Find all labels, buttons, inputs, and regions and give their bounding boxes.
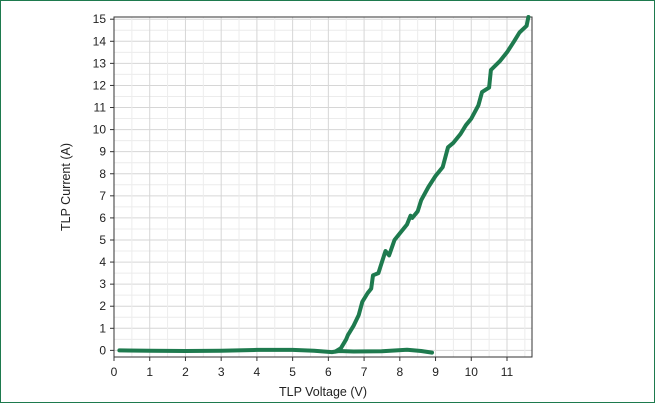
y-tick-label: 10 xyxy=(93,123,107,137)
y-axis-title: TLP Current (A) xyxy=(59,143,73,231)
x-tick-label: 6 xyxy=(325,365,332,379)
y-tick-label: 14 xyxy=(93,34,107,48)
y-tick-label: 15 xyxy=(93,12,107,26)
y-tick-label: 7 xyxy=(99,189,106,203)
series-line-2 xyxy=(333,15,531,354)
y-tick-label: 2 xyxy=(99,299,106,313)
x-tick-label: 8 xyxy=(396,365,403,379)
x-tick-label: 2 xyxy=(182,365,189,379)
x-axis-title: TLP Voltage (V) xyxy=(279,385,367,399)
x-tick-label: 1 xyxy=(146,365,153,379)
grid xyxy=(114,17,532,357)
x-tick-label: 11 xyxy=(501,365,514,379)
x-tick-label: 3 xyxy=(218,365,225,379)
x-tick-label: 5 xyxy=(289,365,296,379)
y-tick-label: 1 xyxy=(99,321,106,335)
x-tick-label: 0 xyxy=(111,365,118,379)
y-tick-label: 12 xyxy=(93,78,107,92)
y-tick-label: 5 xyxy=(99,233,106,247)
x-tick-label: 9 xyxy=(432,365,439,379)
y-tick-label: 8 xyxy=(99,167,106,181)
y-tick-label: 3 xyxy=(99,277,106,291)
y-tick-label: 6 xyxy=(99,211,106,225)
y-tick-label: 13 xyxy=(93,56,107,70)
series-line-1 xyxy=(117,347,434,355)
x-tick-label: 7 xyxy=(361,365,368,379)
plot-area-border xyxy=(113,16,533,358)
x-tick-label: 10 xyxy=(465,365,479,379)
y-tick-label: 0 xyxy=(99,343,106,357)
y-tick-label: 9 xyxy=(99,145,106,159)
x-tick-label: 4 xyxy=(254,365,261,379)
x-axis-ticks: 0 1 2 3 4 5 6 7 8 9 10 11 xyxy=(111,357,514,379)
y-tick-label: 11 xyxy=(94,101,107,115)
y-tick-label: 4 xyxy=(99,255,106,269)
series-group xyxy=(117,15,531,355)
